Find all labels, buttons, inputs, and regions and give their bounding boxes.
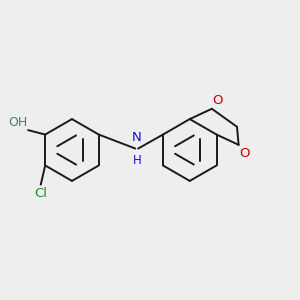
Text: N: N [132, 131, 142, 144]
Text: O: O [239, 147, 250, 160]
Text: O: O [213, 94, 223, 107]
Text: H: H [132, 154, 141, 167]
Text: Cl: Cl [34, 187, 47, 200]
Text: OH: OH [8, 116, 27, 129]
